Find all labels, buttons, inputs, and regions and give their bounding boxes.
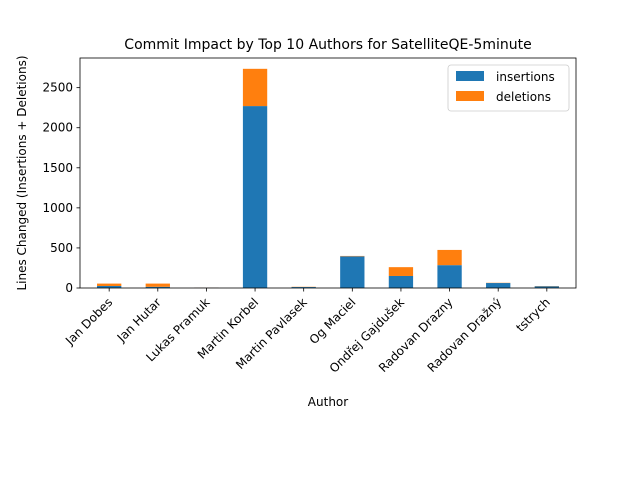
legend-label-deletions: deletions [496,90,551,104]
y-tick-label-0: 0 [65,281,73,295]
legend-swatch-deletions [456,91,484,101]
y-tick-label-1: 500 [50,241,73,255]
bar-insertions-5 [340,256,364,288]
y-axis-label: Lines Changed (Insertions + Deletions) [15,55,29,290]
legend-label-insertions: insertions [496,70,555,84]
x-tick-label-5: Og Maciel [307,295,359,347]
chart-title: Commit Impact by Top 10 Authors for Sate… [124,37,531,53]
bar-insertions-8 [486,283,510,288]
bar-insertions-7 [437,265,461,288]
x-tick-label-0: Jan Dobes [62,295,115,348]
legend-swatch-insertions [456,71,484,81]
bar-insertions-3 [243,106,267,288]
y-tick-label-5: 2500 [42,81,73,95]
bar-deletions-3 [243,69,267,106]
x-axis-label: Author [308,395,348,409]
y-tick-label-2: 1000 [42,201,73,215]
x-tick-label-9: tstrych [513,295,553,335]
y-axis: 0 500 1000 1500 2000 2500 [42,81,80,295]
bar-deletions-7 [437,250,461,265]
y-tick-label-4: 2000 [42,121,73,135]
bar-deletions-6 [389,267,413,276]
bar-deletions-0 [97,284,121,286]
y-tick-label-3: 1500 [42,161,73,175]
bar-deletions-1 [146,284,170,287]
legend: insertions deletions [448,65,569,111]
bar-insertions-6 [389,276,413,288]
x-tick-label-1: Jan Hutar [114,295,164,345]
